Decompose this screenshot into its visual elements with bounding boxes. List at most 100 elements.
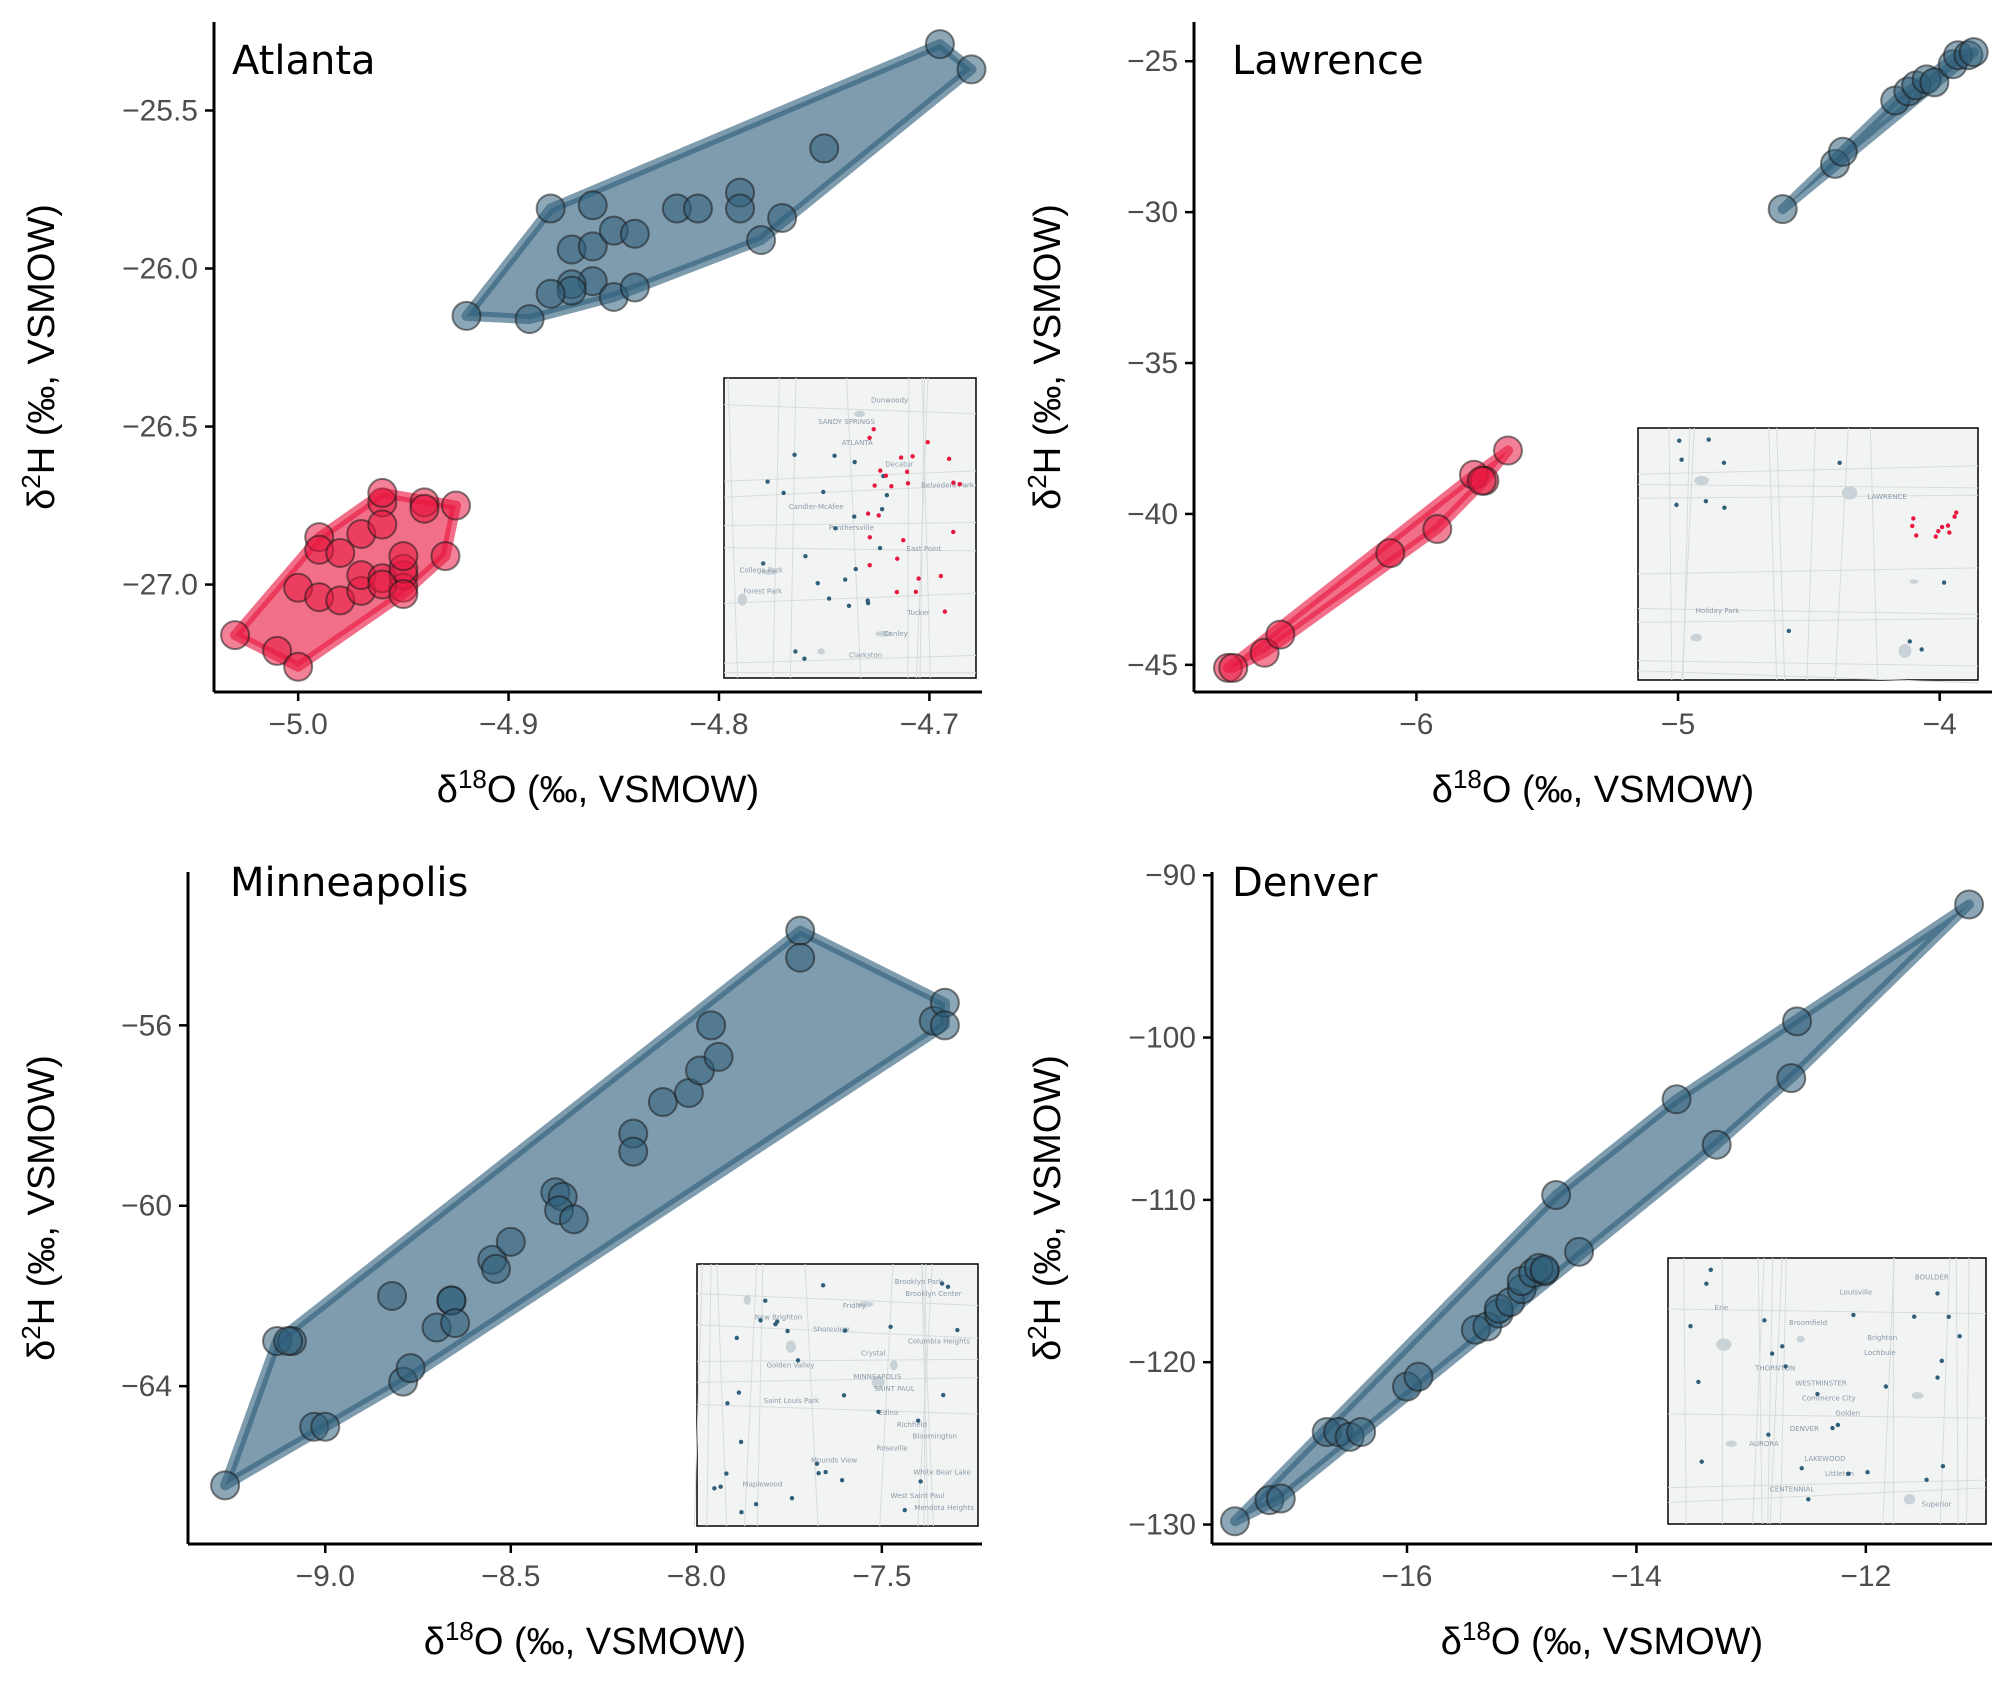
inset-sample-dot <box>1910 523 1915 529</box>
inset-sample-dot <box>841 1393 847 1398</box>
x-tick-label: −5.0 <box>269 708 328 741</box>
data-point <box>377 1280 408 1311</box>
inset-sample-dot <box>879 507 885 512</box>
y-axis-title: δ2H (‰, VSMOW) <box>1022 204 1069 510</box>
data-point <box>956 54 987 85</box>
inset-sample-dot <box>1708 1267 1713 1273</box>
inset-sample-dot <box>842 577 848 582</box>
data-point <box>440 1308 471 1339</box>
inset-place-label: Dunwoody <box>871 397 908 405</box>
data-point <box>577 190 608 221</box>
inset-sample-dot <box>898 455 904 460</box>
inset-sample-dot <box>905 481 911 486</box>
data-point <box>1564 1236 1595 1267</box>
data-point <box>725 193 756 224</box>
data-point <box>1661 1084 1692 1115</box>
data-point <box>283 651 314 682</box>
data-point <box>514 304 545 335</box>
inset-road <box>1767 1257 1774 1525</box>
y-tick-label: −25.5 <box>122 94 198 127</box>
inset-place-label: SAINT PAUL <box>874 1385 915 1393</box>
inset-sample-dot <box>1940 1463 1946 1469</box>
inset-sample-dot <box>1954 510 1959 515</box>
inset-road <box>919 377 925 679</box>
y-tick-label: −90 <box>1145 859 1196 892</box>
inset-place-label: Fridley <box>843 1302 866 1310</box>
inset-place-label: Brighton <box>1867 1334 1897 1342</box>
data-point <box>577 231 608 262</box>
inset-sample-dot <box>955 1327 960 1333</box>
y-tick-label: −25 <box>1127 45 1178 78</box>
inset-water <box>761 569 778 575</box>
inset-road <box>723 547 977 552</box>
inset-map-frame <box>1667 1257 1987 1525</box>
inset-road <box>693 1263 703 1527</box>
data-point <box>409 493 440 524</box>
panel-denver: BOULDER Louisville Erie Broomfield Brighton L… <box>1022 859 1992 1663</box>
inset-road <box>1939 1257 1951 1525</box>
inset-road <box>696 1403 979 1415</box>
inset-road <box>1667 1487 1987 1504</box>
inset-sample-dot <box>941 1392 946 1398</box>
inset-water <box>871 1376 885 1389</box>
inset-road <box>1776 427 1786 681</box>
panel-title: Atlanta <box>232 38 376 84</box>
data-point <box>1403 1361 1434 1392</box>
inset-sample-dot <box>1936 528 1941 534</box>
inset-road <box>1667 1413 1987 1419</box>
inset-road <box>1769 1257 1783 1525</box>
inset-place-label: Richfield <box>897 1421 927 1429</box>
inset-sample-dot <box>1837 460 1842 465</box>
inset-sample-dot <box>821 489 826 495</box>
inset-sample-dot <box>814 1461 820 1467</box>
inset-sample-dot <box>1699 1459 1704 1464</box>
inset-place-label: Candler-McAfee <box>789 503 844 511</box>
inset-sample-dot <box>867 535 873 540</box>
inset-water <box>1690 633 1703 642</box>
inset-road <box>1637 618 1979 623</box>
x-axis-title: δ18O (‰, VSMOW) <box>437 764 759 811</box>
data-point <box>1827 136 1858 167</box>
inset-map: LAWRENCE Holiday Park <box>1637 427 1979 684</box>
inset-sample-dot <box>1721 460 1727 465</box>
inset-place-label: AURORA <box>1749 1440 1779 1448</box>
inset-place-label: Decatur <box>885 460 913 468</box>
data-point <box>480 1253 511 1284</box>
inset-sample-dot <box>867 435 872 441</box>
inset-place-label: Belvedere Park <box>921 482 975 490</box>
data-point <box>1375 538 1406 569</box>
inset-place-label: Mendota Heights <box>914 1504 974 1512</box>
inset-sample-dot <box>888 1324 893 1330</box>
inset-sample-dot <box>1762 1318 1767 1323</box>
inset-place-label: Conley <box>884 630 908 638</box>
inset-sample-dot <box>734 1335 739 1341</box>
inset-road <box>723 654 977 664</box>
inset-place-label: Saint Louis Park <box>764 1397 820 1405</box>
y-tick-label: −64 <box>121 1370 172 1403</box>
inset-sample-dot <box>1766 1432 1771 1437</box>
inset-road <box>1966 1257 1970 1525</box>
inset-road <box>1757 1257 1763 1525</box>
data-point <box>619 218 650 249</box>
inset-road <box>1637 567 1979 575</box>
y-tick-label: −30 <box>1127 196 1178 229</box>
inset-sample-dot <box>1939 524 1945 530</box>
inset-sample-dot <box>1706 437 1711 442</box>
inset-water <box>785 1340 796 1353</box>
inset-sample-dot <box>883 473 889 478</box>
inset-sample-dot <box>1939 1358 1944 1364</box>
x-tick-label: −7.5 <box>852 1560 911 1593</box>
inset-place-label: THORNTON <box>1754 1364 1795 1372</box>
inset-road <box>772 377 780 679</box>
inset-place-label: ATLANTA <box>842 439 873 447</box>
inset-place-label: Edina <box>879 1409 899 1417</box>
inset-sample-dot <box>712 1486 717 1491</box>
inset-water <box>737 593 748 606</box>
data-point <box>388 579 419 610</box>
x-axis-title: δ18O (‰, VSMOW) <box>424 1616 746 1663</box>
inset-place-label: White Bear Lake <box>913 1468 970 1476</box>
data-point <box>1776 1063 1807 1094</box>
inset-place-label: Golden <box>1835 1410 1860 1418</box>
inset-sample-dot <box>758 1318 763 1323</box>
